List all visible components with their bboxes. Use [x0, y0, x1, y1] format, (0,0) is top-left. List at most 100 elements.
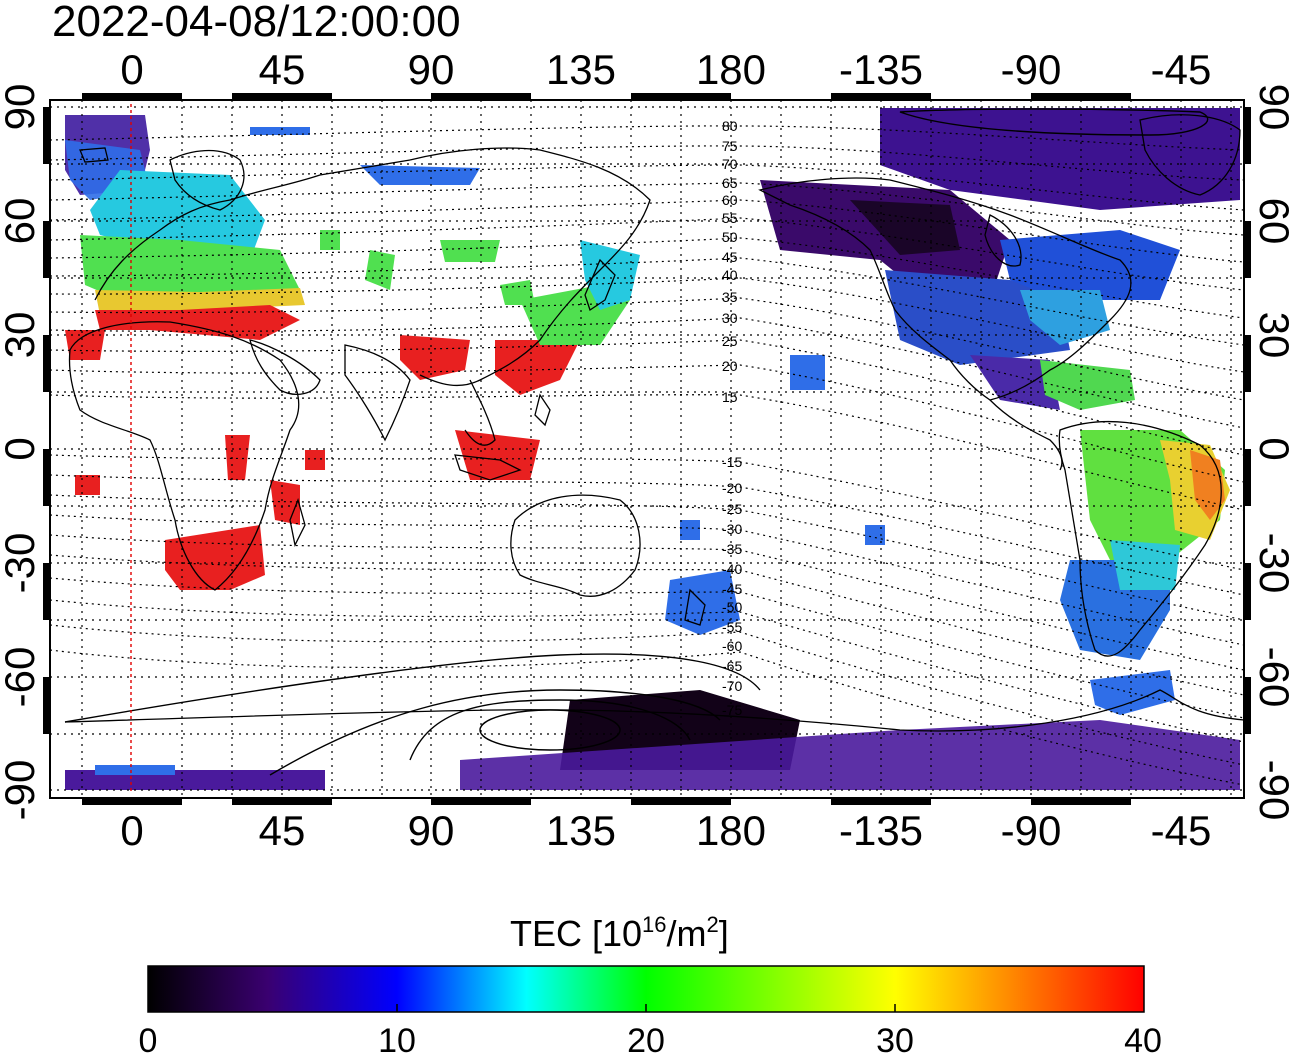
- bottom-lon-label: -135: [839, 807, 923, 854]
- mlat-label: 30: [722, 310, 738, 326]
- colorbar-title-sup1: 16: [642, 912, 666, 937]
- coast-japan: [584, 258, 616, 312]
- mlat-label: 15: [722, 389, 738, 405]
- colorbar-title-end: ]: [719, 913, 729, 954]
- colorbar-title-sup2: 2: [707, 912, 719, 937]
- left-lat-label: 60: [0, 198, 43, 245]
- mlat-label: 60: [722, 192, 738, 208]
- mlat-labels: 80 75 70 65 60 55 50 45 40 35 30 25 20 1…: [722, 118, 742, 718]
- colorbar-tick-label: 20: [627, 1022, 665, 1057]
- coast-india: [344, 344, 411, 442]
- coast-new-zealand: [684, 588, 706, 626]
- mlat-label: -20: [722, 480, 742, 496]
- colorbar-tick-label: 0: [139, 1022, 158, 1057]
- colorbar-title-main: TEC [10: [510, 913, 642, 954]
- left-lat-label: -30: [0, 533, 43, 594]
- tec-region-africa-scatter: [75, 435, 325, 525]
- mlat-label: 25: [722, 333, 738, 349]
- coast-east-asia: [409, 147, 651, 387]
- tec-region-china-red: [400, 335, 470, 380]
- mlat-label: -65: [722, 658, 742, 674]
- left-lat-label: -90: [0, 760, 43, 821]
- tec-region-japan-cyan: [580, 240, 640, 310]
- colorbar-tick-labels: 0 10 20 30 40: [139, 1022, 1162, 1057]
- right-latitude-labels: 90 60 30 0 -30 -60 -90: [1251, 84, 1294, 821]
- top-lon-label: -135: [839, 46, 923, 93]
- colorbar-ticks: [396, 1004, 896, 1012]
- magnetic-latitude-contours: [49, 125, 1245, 786]
- left-lat-label: -60: [0, 647, 43, 708]
- mlat-label: -45: [722, 581, 742, 597]
- top-lon-label: 45: [259, 46, 306, 93]
- tec-region-south-pole-blue: [95, 765, 175, 775]
- bottom-lon-label: 180: [696, 807, 766, 854]
- mlat-label: -35: [722, 541, 742, 557]
- tec-region-antarctic-peninsula-blue: [1090, 670, 1175, 715]
- left-lat-label: 30: [0, 312, 43, 359]
- timestamp-title: 2022-04-08/12:00:00: [52, 0, 461, 46]
- top-lon-label: -90: [1001, 46, 1062, 93]
- top-lon-label: 135: [546, 46, 616, 93]
- mlat-label: 75: [722, 138, 738, 154]
- tec-region-mexico-purple: [970, 355, 1060, 410]
- top-lon-label: 0: [120, 46, 143, 93]
- right-lat-label: 90: [1251, 84, 1294, 131]
- top-lon-label: 180: [696, 46, 766, 93]
- mlat-label: -75: [722, 702, 742, 718]
- south-magnetic-pole-contours: [64, 108, 1209, 776]
- right-lat-label: -90: [1251, 760, 1294, 821]
- bottom-lon-label: -45: [1151, 807, 1212, 854]
- right-lat-label: 30: [1251, 312, 1294, 359]
- tec-region-antarctica-purple: [460, 720, 1240, 790]
- coast-antarctica: [64, 689, 1245, 732]
- right-lat-label: 0: [1251, 437, 1294, 460]
- bottom-lon-label: 0: [120, 807, 143, 854]
- top-longitude-labels: 0 45 90 135 180 -135 -90 -45: [120, 46, 1211, 93]
- tec-region-south-africa-red: [165, 525, 265, 590]
- colorbar-tick-label: 30: [876, 1022, 914, 1057]
- mlat-label: 50: [722, 229, 738, 245]
- mlat-label: -15: [722, 454, 742, 470]
- mlat-label: 35: [722, 289, 738, 305]
- mlat-label: 80: [722, 118, 738, 134]
- mlat-label: -40: [722, 561, 742, 577]
- mlat-label: -50: [722, 599, 742, 615]
- coast-se-asia: [464, 379, 496, 446]
- frame-border-ticks: [43, 93, 1251, 805]
- coast-south-america: [1058, 420, 1222, 657]
- bottom-longitude-labels: 0 45 90 135 180 -135 -90 -45: [120, 807, 1211, 854]
- tec-region-europe-green: [80, 235, 300, 300]
- tec-region-us-east-cyan: [1020, 290, 1110, 345]
- mlat-label: -60: [722, 638, 742, 654]
- mlat-label: 65: [722, 175, 738, 191]
- bottom-lon-label: 45: [259, 807, 306, 854]
- mlat-label: -25: [722, 501, 742, 517]
- coast-indonesia: [454, 454, 522, 481]
- right-lat-label: -30: [1251, 533, 1294, 594]
- coast-iceland: [79, 147, 109, 163]
- mlat-label: 45: [722, 249, 738, 265]
- bottom-lon-label: -90: [1001, 807, 1062, 854]
- colorbar-title-mid: /m: [667, 913, 707, 954]
- coast-australia: [510, 494, 641, 597]
- left-lat-label: 90: [0, 84, 43, 131]
- mlat-label: -30: [722, 521, 742, 537]
- colorbar-title: TEC [1016/m2]: [510, 912, 729, 954]
- tec-region-sa-cyan: [1110, 540, 1180, 590]
- mlat-label: -55: [722, 619, 742, 635]
- tec-region-seasia-red: [495, 340, 580, 395]
- mlat-label: 40: [722, 267, 738, 283]
- coast-greenland: [1139, 114, 1241, 196]
- left-latitude-labels: 90 60 30 0 -30 -60 -90: [0, 84, 43, 821]
- coast-hudson-bay: [984, 214, 1022, 267]
- top-lon-label: 90: [408, 46, 455, 93]
- coast-north-america: [758, 177, 1132, 401]
- right-lat-label: 60: [1251, 198, 1294, 245]
- tec-region-west-africa-red: [65, 330, 105, 360]
- bottom-lon-label: 90: [408, 807, 455, 854]
- tec-region-east-canada-blue: [1000, 230, 1180, 300]
- tec-region-europe-cyan: [90, 170, 265, 260]
- bottom-lon-label: 135: [546, 807, 616, 854]
- coast-europe: [94, 159, 411, 301]
